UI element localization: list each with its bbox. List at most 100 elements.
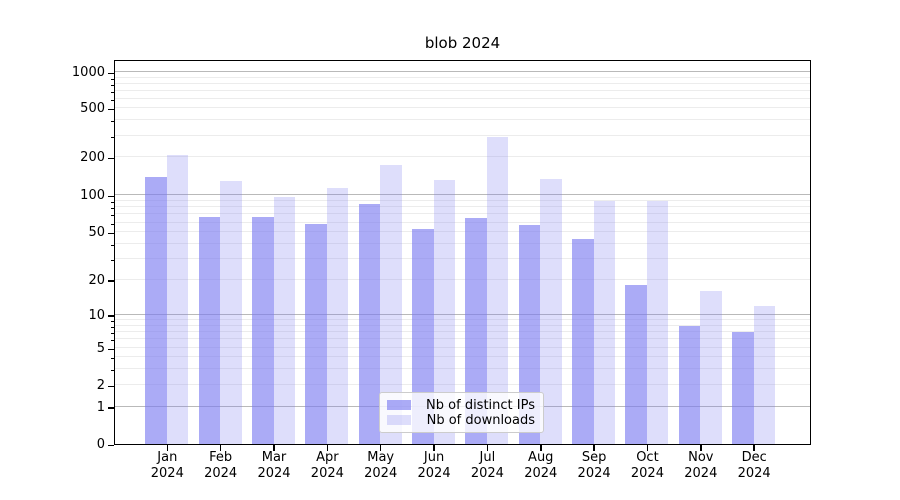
y-tick-label: 10 (88, 307, 105, 323)
x-tick-mark (166, 445, 169, 451)
y-minor-tick-mark (110, 136, 114, 138)
gridline-minor (115, 199, 810, 201)
legend-label-distinct-ips: Nb of distinct IPs (426, 397, 535, 413)
legend-swatch-distinct-ips (387, 400, 411, 410)
y-minor-tick-mark (110, 208, 114, 210)
bar-downloads-may (380, 164, 402, 444)
gridline-major (115, 194, 810, 196)
x-tick-mark (646, 445, 649, 451)
y-tick-mark (108, 72, 114, 75)
gridline-minor (115, 213, 810, 215)
y-tick-label: 2 (96, 378, 105, 394)
y-tick-label: 1000 (71, 65, 105, 81)
y-minor-tick-mark (110, 201, 114, 203)
x-tick-mark (593, 445, 595, 451)
y-minor-tick-mark (110, 78, 114, 80)
y-minor-tick-mark (110, 358, 114, 360)
legend-swatch-downloads (387, 415, 411, 425)
gridline-minor (115, 338, 810, 340)
gridline-minor (115, 231, 810, 233)
y-tick-label: 20 (88, 272, 105, 288)
y-minor-tick-mark (110, 91, 114, 93)
bar-downloads-dec (753, 305, 776, 444)
x-tick-label: Jul 2024 (470, 450, 504, 481)
x-tick-mark (540, 445, 542, 451)
y-tick-mark (108, 407, 114, 409)
gridline-major (115, 313, 810, 315)
legend-item-distinct-ips: Nb of distinct IPs (387, 397, 535, 413)
y-minor-tick-mark (110, 84, 114, 86)
y-tick-mark (108, 108, 114, 111)
y-minor-tick-mark (110, 244, 114, 246)
y-tick-label: 50 (88, 225, 105, 241)
bar-ips-jul (465, 218, 487, 444)
bar-downloads-jan (166, 154, 189, 444)
gridline-minor (115, 221, 810, 223)
y-minor-tick-mark (110, 121, 114, 123)
y-tick-label: 500 (80, 101, 105, 117)
gridline-minor (115, 257, 810, 259)
gridline-minor (115, 367, 810, 369)
y-minor-tick-mark (110, 99, 114, 101)
x-tick-mark (433, 445, 435, 451)
gridline-minor (115, 331, 810, 332)
y-tick-mark (108, 157, 114, 160)
y-tick-mark (108, 195, 114, 198)
bar-downloads-feb (220, 180, 242, 444)
x-tick-mark (753, 445, 755, 451)
plot-area (114, 60, 811, 445)
bar-ips-jan (145, 176, 167, 444)
bar-downloads-oct (646, 200, 669, 444)
x-tick-label: Nov 2024 (684, 450, 718, 481)
y-minor-tick-mark (110, 215, 114, 217)
x-tick-label: Oct 2024 (630, 450, 664, 481)
y-tick-label: 0 (96, 437, 105, 452)
y-tick-mark (108, 280, 114, 282)
gridline-minor (115, 97, 810, 99)
y-minor-tick-mark (110, 223, 114, 225)
legend-label-downloads: Nb of downloads (426, 412, 535, 428)
y-tick-mark (108, 444, 114, 446)
x-tick-label: Aug 2024 (524, 450, 558, 481)
bar-ips-mar (252, 216, 274, 444)
x-tick-mark (700, 445, 702, 451)
y-tick-mark (108, 348, 114, 351)
x-tick-label: Sep 2024 (577, 450, 611, 481)
y-tick-mark (108, 315, 114, 317)
gridline-minor (115, 347, 810, 349)
bar-downloads-mar (273, 196, 295, 444)
y-tick-label: 100 (80, 188, 105, 204)
gridline-minor (115, 279, 810, 280)
x-tick-label: May 2024 (364, 450, 398, 481)
x-tick-label: Dec 2024 (737, 450, 771, 481)
x-tick-mark (326, 445, 329, 451)
bar-ips-jun (412, 229, 434, 444)
y-minor-tick-mark (110, 369, 114, 371)
legend: Nb of distinct IPs Nb of downloads (379, 392, 544, 433)
bar-downloads-jun (433, 179, 456, 444)
gridline-minor (115, 119, 810, 121)
bar-ips-feb (198, 217, 221, 444)
gridline-minor (115, 318, 810, 320)
y-tick-mark (108, 232, 114, 235)
bar-ips-oct (625, 285, 647, 444)
y-tick-mark (108, 385, 114, 388)
gridline-minor (115, 107, 810, 109)
x-tick-mark (219, 445, 222, 451)
gridline-minor (115, 356, 810, 358)
y-minor-tick-mark (110, 332, 114, 334)
x-tick-mark (273, 445, 275, 451)
bar-downloads-jul (486, 137, 509, 444)
bar-downloads-sep (593, 201, 616, 444)
x-tick-mark (379, 445, 382, 451)
x-tick-label: Feb 2024 (204, 450, 238, 481)
y-minor-tick-mark (110, 326, 114, 328)
bar-downloads-apr (326, 187, 349, 444)
gridline-minor (115, 134, 810, 136)
y-minor-tick-mark (110, 340, 114, 342)
y-tick-label: 1 (96, 399, 105, 415)
legend-item-downloads: Nb of downloads (387, 412, 535, 428)
bar-ips-aug (518, 225, 541, 444)
y-minor-tick-mark (110, 259, 114, 261)
x-tick-label: Mar 2024 (257, 450, 291, 481)
